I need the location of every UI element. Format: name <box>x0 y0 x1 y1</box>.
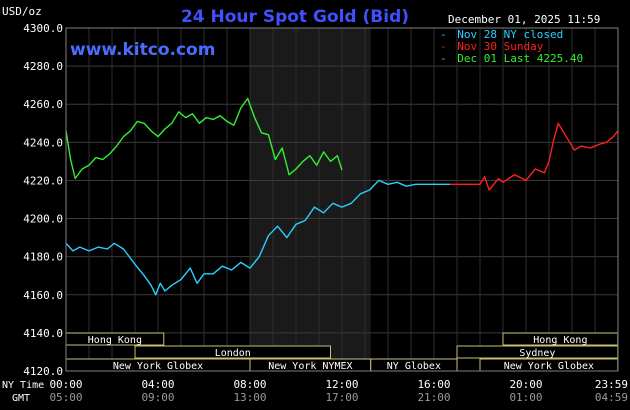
session-label: London <box>215 348 251 359</box>
legend-text: Dec 01 Last 4225.40 <box>457 52 583 65</box>
y-axis-unit: USD/oz <box>2 5 42 18</box>
legend-marker: - <box>440 40 447 53</box>
y-tick-label: 4160.0 <box>23 289 63 302</box>
gmt-row-label: GMT <box>12 393 30 404</box>
series-line <box>450 122 619 191</box>
gmt-tick-label: 09:00 <box>141 391 174 404</box>
legend-entry: - Nov 28 NY closed <box>440 28 563 41</box>
x-tick-label: 00:00 <box>49 378 82 391</box>
gmt-tick-label: 13:00 <box>233 391 266 404</box>
gmt-tick-label: 04:59 <box>595 391 628 404</box>
gmt-tick-label: 21:00 <box>417 391 450 404</box>
series-line <box>65 97 343 180</box>
y-tick-label: 4300.0 <box>23 22 63 35</box>
chart-title: 24 Hour Spot Gold (Bid) <box>181 7 409 27</box>
x-tick-label: 23:59 <box>595 378 628 391</box>
y-tick-label: 4200.0 <box>23 213 63 226</box>
gmt-tick-label: 01:00 <box>509 391 542 404</box>
shade-layer <box>250 28 371 371</box>
series-layer <box>65 97 619 296</box>
session-bar <box>134 345 331 359</box>
gmt-tick-label: 17:00 <box>325 391 358 404</box>
legend-marker: - <box>440 28 447 41</box>
x-tick-label: 20:00 <box>509 378 542 391</box>
legend-text: Nov 30 Sunday <box>457 40 543 53</box>
y-tick-label: 4220.0 <box>23 174 63 187</box>
watermark-url: www.kitco.com <box>70 40 215 60</box>
plot-frame <box>65 27 619 372</box>
y-tick-label: 4140.0 <box>23 327 63 340</box>
x-tick-label: 08:00 <box>233 378 266 391</box>
y-tick-label: 4120.0 <box>23 365 63 378</box>
x-tick-label: 16:00 <box>417 378 450 391</box>
legend-text: Nov 28 NY closed <box>457 28 563 41</box>
legend-marker: - <box>440 52 447 65</box>
x-tick-label: 04:00 <box>141 378 174 391</box>
gmt-tick-label: 05:00 <box>49 391 82 404</box>
ny-time-row-label: NY Time <box>2 380 44 391</box>
session-label: New York Globex <box>504 361 594 372</box>
y-tick-label: 4280.0 <box>23 60 63 73</box>
series-line <box>65 179 451 296</box>
nymex-shaded-period <box>250 28 371 371</box>
legend: - Nov 28 NY closed - Nov 30 Sunday - Dec… <box>440 28 583 65</box>
y-tick-labels: 4300.0 4280.0 4260.0 4240.0 4220.0 4200.0 4180… <box>23 22 63 378</box>
session-label: Hong Kong <box>88 335 142 346</box>
session-label: New York Globex <box>113 361 203 372</box>
session-label: NY Globex <box>387 361 441 372</box>
session-label: Sydney <box>519 348 555 359</box>
legend-entry: - Dec 01 Last 4225.40 <box>440 52 583 65</box>
chart-timestamp: December 01, 2025 11:59 <box>448 13 600 26</box>
x-tick-label: 12:00 <box>325 378 358 391</box>
y-tick-label: 4240.0 <box>23 136 63 149</box>
y-tick-label: 4180.0 <box>23 251 63 264</box>
session-label: Hong Kong <box>533 335 587 346</box>
session-label: New York NYMEX <box>268 361 352 372</box>
y-tick-label: 4260.0 <box>23 98 63 111</box>
legend-entry: - Nov 30 Sunday <box>440 40 544 53</box>
